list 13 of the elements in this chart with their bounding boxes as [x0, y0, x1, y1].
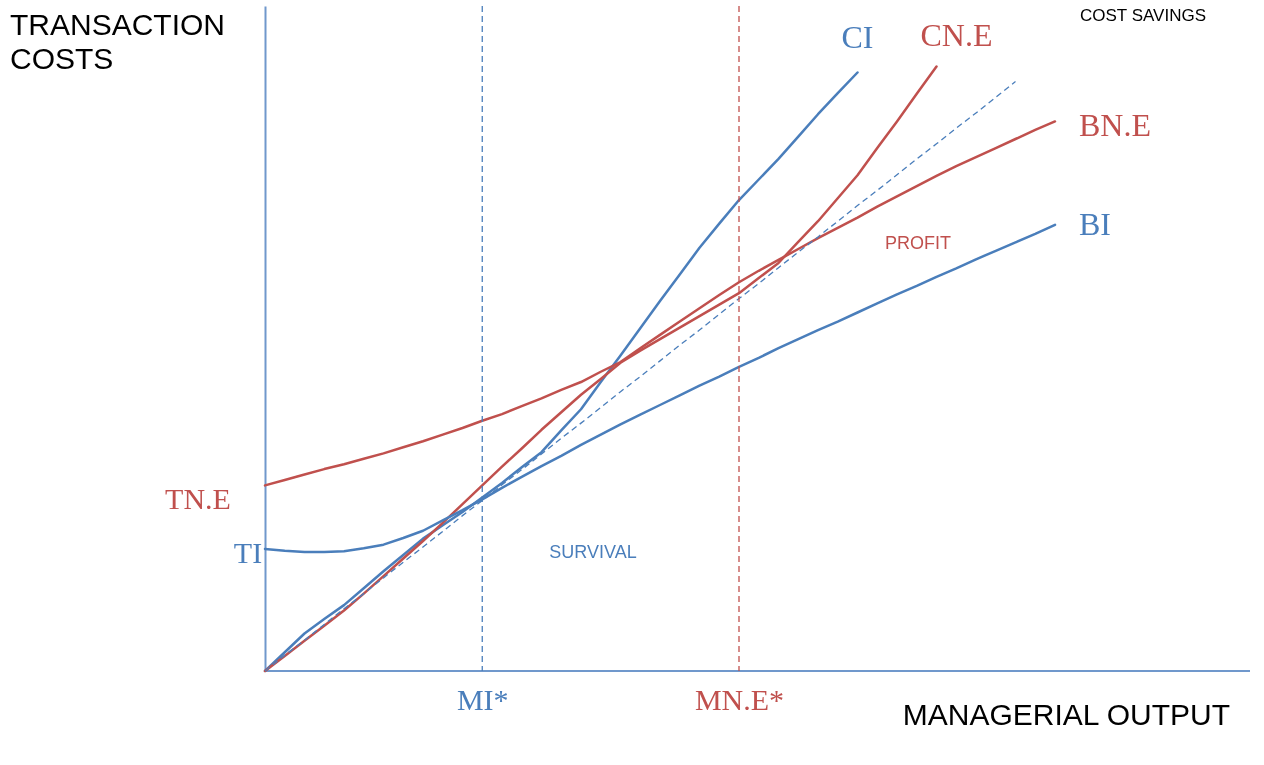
annotation: TI: [233, 536, 263, 569]
series-label: CI: [841, 18, 874, 55]
x-tick-label: MI*: [456, 682, 509, 716]
annotation: PROFIT: [885, 233, 951, 253]
series-label: CN.E: [920, 17, 993, 54]
x-tick-label: MN.E*: [694, 682, 785, 716]
y-axis-title: TRANSACTION COSTS: [10, 8, 226, 75]
text: COST SAVINGS: [1080, 6, 1206, 25]
x-axis-title: MANAGERIAL OUTPUT: [902, 698, 1230, 731]
annotation: SURVIVAL: [549, 542, 637, 562]
series-label: BI: [1079, 205, 1111, 242]
series-label: BN.E: [1079, 107, 1151, 144]
text: TN.E: [165, 482, 231, 515]
